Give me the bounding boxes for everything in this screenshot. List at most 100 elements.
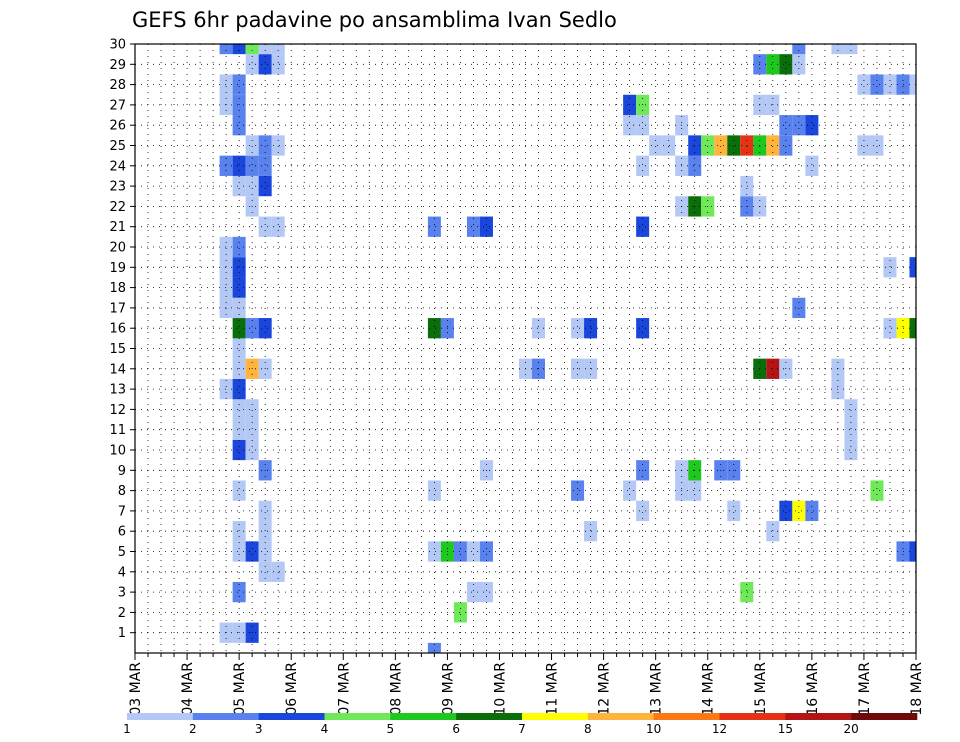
heatmap-cell: [232, 257, 246, 278]
x-tick-label: 15 MAR: [753, 662, 769, 716]
y-tick-label: 23: [109, 180, 126, 195]
y-tick-label: 10: [109, 444, 126, 459]
heatmap-cell: [219, 257, 233, 278]
x-tick-label: 06 MAR: [284, 662, 300, 716]
heatmap-cell: [232, 318, 246, 339]
x-tick-label: 13 MAR: [649, 662, 665, 716]
legend-swatch: [258, 713, 325, 720]
y-tick-label: 24: [109, 159, 126, 174]
chart-title: GEFS 6hr padavine po ansamblima Ivan Sed…: [132, 8, 617, 32]
heatmap-cell: [740, 175, 754, 197]
heatmap-cell: [219, 297, 233, 319]
heatmap-cell: [219, 236, 233, 258]
y-tick-label: 4: [118, 565, 126, 580]
heatmap-cell: [427, 318, 441, 339]
y-tick-label: 18: [109, 281, 126, 296]
heatmap-cell: [636, 318, 650, 339]
heatmap-cell: [857, 74, 871, 95]
heatmap-cell: [571, 318, 585, 339]
legend-swatch: [522, 713, 589, 720]
color-legend: 1 2 3 4 5 6 7 8 10 12 15 20: [123, 713, 918, 736]
heatmap-cell: [688, 480, 702, 501]
heatmap-cell: [245, 175, 259, 197]
legend-swatch: [390, 713, 457, 720]
heatmap-cell: [870, 74, 884, 95]
heatmap-cell: [896, 74, 910, 95]
y-tick-label: 19: [109, 261, 126, 276]
heatmap-cell: [271, 44, 285, 55]
x-tick-label: 14 MAR: [701, 662, 717, 716]
x-axis: 03 MAR 04 MAR 05 MAR 06 MAR 07 MAR 08 MAR 09 M…: [128, 653, 925, 716]
heatmap-cell: [232, 521, 246, 542]
heatmap-cell: [258, 216, 272, 237]
legend-label: 5: [387, 722, 395, 736]
heatmap-cell: [779, 135, 793, 156]
x-tick-label: 18 MAR: [909, 662, 925, 716]
legend-swatch: [456, 713, 523, 720]
heatmap-cell: [258, 155, 272, 176]
heatmap-cell: [571, 480, 585, 501]
heatmap-cell: [636, 216, 650, 237]
heatmap-cell: [453, 602, 467, 623]
heatmap-cell: [271, 216, 285, 237]
heatmap-cell: [805, 500, 819, 522]
heatmap-cell: [232, 277, 246, 298]
heatmap-cell: [883, 74, 897, 95]
heatmap-cell: [427, 541, 441, 562]
heatmap-cell: [258, 44, 272, 55]
y-tick-label: 27: [109, 98, 126, 113]
x-tick-label: 11 MAR: [545, 662, 561, 716]
heatmap-cell: [219, 44, 233, 55]
heatmap-cell: [245, 44, 259, 55]
legend-swatch: [324, 713, 391, 720]
heatmap-cell: [453, 541, 467, 562]
legend-swatch: [851, 713, 918, 720]
heatmap-cell: [219, 277, 233, 298]
heatmap-cell: [219, 155, 233, 176]
y-tick-label: 14: [109, 362, 126, 377]
y-tick-label: 30: [109, 38, 126, 53]
heatmap-cell: [232, 541, 246, 562]
heatmap-cell: [896, 318, 910, 339]
heatmap-cell: [427, 216, 441, 237]
heatmap-cell: [245, 439, 259, 461]
legend-label: 7: [518, 722, 526, 736]
heatmap-cell: [909, 318, 916, 339]
y-tick-label: 12: [109, 403, 126, 418]
heatmap-cell: [245, 318, 259, 339]
y-tick-label: 17: [109, 301, 126, 316]
x-tick-label: 05 MAR: [232, 662, 248, 716]
heatmap-cell: [740, 135, 754, 156]
heatmap-cell: [466, 581, 480, 603]
heatmap-cell: [232, 297, 246, 319]
heatmap-cell: [844, 419, 858, 440]
y-tick-label: 29: [109, 58, 126, 73]
heatmap-cell: [792, 297, 806, 319]
heatmap-cell: [245, 135, 259, 156]
heatmap-cell: [232, 44, 246, 55]
x-tick-label: 10 MAR: [493, 662, 509, 716]
heatmap-cell: [427, 642, 441, 653]
legend-label: 10: [646, 722, 661, 736]
heatmap-cell: [844, 439, 858, 461]
y-tick-label: 6: [118, 525, 126, 540]
heatmap-cell: [766, 521, 780, 542]
heatmap-cell: [258, 500, 272, 522]
legend-swatch: [127, 713, 194, 720]
heatmap-cell: [909, 257, 916, 278]
heatmap-cell: [870, 135, 884, 156]
heatmap-cell: [714, 135, 728, 156]
legend-label: 15: [778, 722, 793, 736]
heatmap-cell: [792, 44, 806, 55]
heatmap-cell: [779, 500, 793, 522]
x-tick-label: 07 MAR: [336, 662, 352, 716]
y-tick-label: 13: [109, 383, 126, 398]
heatmap-cell: [870, 480, 884, 501]
legend-label: 20: [844, 722, 859, 736]
heatmap-cell: [245, 541, 259, 562]
y-tick-label: 1: [118, 626, 126, 641]
heatmap-cell: [649, 135, 663, 156]
heatmap-cell: [258, 521, 272, 542]
heatmap-cell: [271, 135, 285, 156]
